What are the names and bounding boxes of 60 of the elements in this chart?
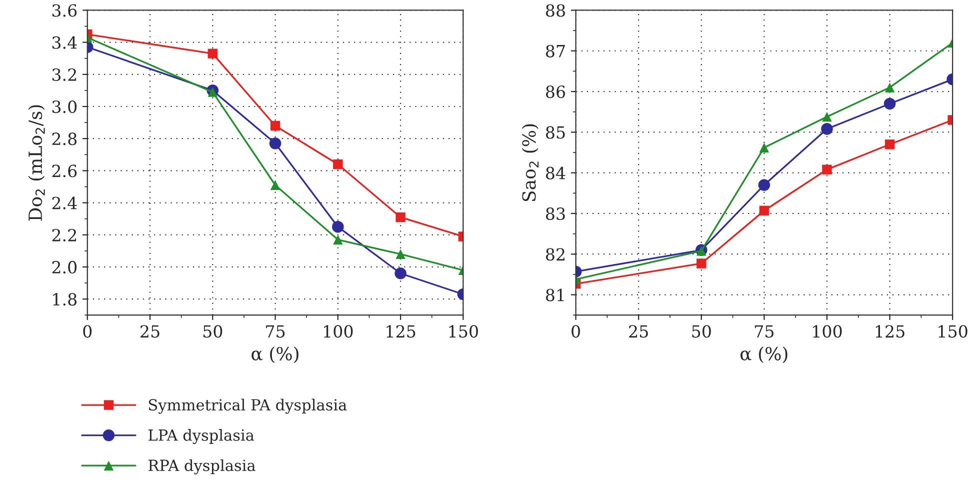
point	[394, 267, 406, 280]
x-tick-label: 25	[140, 325, 160, 338]
point	[822, 112, 832, 122]
legend-label: LPA dysplasia	[148, 429, 254, 444]
y-tick-label: 2.6	[52, 164, 77, 178]
y-tick-label: 87	[546, 44, 565, 58]
point	[333, 159, 343, 170]
point	[270, 120, 280, 131]
point	[821, 123, 833, 135]
point	[396, 249, 406, 259]
point	[759, 142, 770, 152]
y-tick-label: 2.4	[52, 196, 77, 210]
legend-label: Symmetrical PA dysplasia	[148, 398, 347, 414]
y-tick-label: 3.0	[52, 100, 77, 114]
point	[208, 48, 218, 58]
x-tick-label: 50	[692, 325, 711, 338]
point	[269, 138, 282, 150]
x-tick-label: 100	[324, 325, 353, 338]
x-axis-title: α (%)	[252, 346, 298, 364]
y-tick-label: 2.8	[52, 132, 77, 146]
point	[884, 140, 895, 150]
y-tick-label: 81	[546, 288, 564, 302]
point	[696, 258, 706, 268]
x-tick-label: 25	[629, 325, 648, 338]
point	[396, 212, 406, 222]
y-tick-label: 1.8	[53, 293, 77, 306]
x-tick-label: 75	[754, 325, 774, 338]
y-tick-label: 88	[546, 4, 565, 17]
point	[884, 98, 896, 110]
y-tick-label: 3.4	[52, 36, 77, 49]
x-tick-label: 50	[203, 325, 222, 338]
x-tick-label: 125	[386, 325, 416, 338]
y-tick-label: 85	[546, 126, 565, 139]
legend-label: RPA dysplasia	[148, 459, 256, 474]
y-tick-label: 3.2	[52, 68, 76, 81]
x-tick-label: 0	[572, 325, 580, 338]
point	[759, 206, 770, 216]
x-tick-label: 150	[449, 325, 478, 338]
y-tick-label: 82	[546, 248, 564, 261]
point	[208, 87, 218, 97]
x-tick-label: 125	[876, 325, 904, 338]
point	[332, 220, 344, 233]
y-tick-label: 2.2	[52, 228, 76, 242]
point	[822, 164, 832, 174]
x-tick-label: 0	[83, 325, 92, 338]
point	[758, 179, 770, 191]
x-tick-label: 75	[266, 325, 285, 338]
y-axis-title: Sao$_{2}$ (%)	[522, 124, 539, 202]
y-axis-title: Do$_{2}$ (mLo$_{2}$/s)	[28, 105, 45, 221]
y-tick-label: 3.6	[52, 4, 77, 17]
x-tick-label: 150	[938, 325, 968, 338]
point	[884, 82, 895, 92]
y-tick-label: 83	[546, 207, 565, 220]
point	[333, 234, 343, 245]
y-tick-label: 2.0	[52, 260, 77, 274]
point	[270, 180, 280, 190]
x-axis-title: α (%)	[740, 346, 788, 364]
y-tick-label: 86	[546, 85, 566, 98]
y-tick-label: 84	[546, 166, 566, 180]
x-tick-label: 100	[813, 325, 842, 338]
